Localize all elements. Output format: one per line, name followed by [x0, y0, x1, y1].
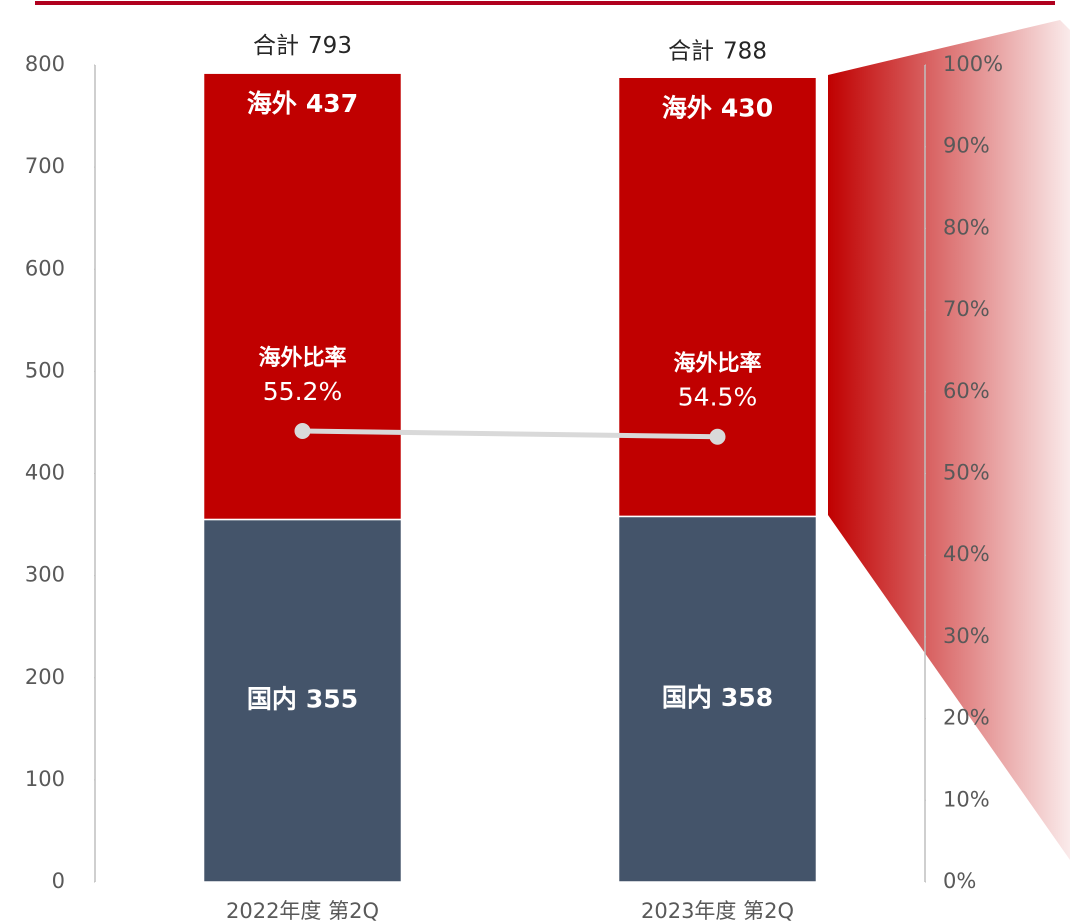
- value-label: 海外 437: [247, 89, 358, 118]
- y2-tick-label: 20%: [943, 706, 990, 730]
- label-name: 海外: [247, 89, 297, 118]
- y2-tick-label: 70%: [943, 297, 990, 321]
- y2-tick-label: 10%: [943, 787, 990, 811]
- y-tick-label: 500: [25, 358, 65, 382]
- ratio-point: [709, 428, 726, 445]
- x-tick-label: 2022年度 第2Q: [226, 899, 379, 923]
- y2-tick-label: 90%: [943, 134, 990, 158]
- y2-tick-label: 30%: [943, 624, 990, 648]
- y-tick-label: 400: [25, 461, 65, 485]
- value-label: 国内 355: [247, 685, 358, 714]
- ratio-name: 海外比率: [258, 345, 346, 371]
- value-label: 合計 793: [253, 33, 352, 59]
- label-name: 国内: [662, 683, 712, 712]
- value-label: 合計 788: [668, 38, 767, 64]
- bar-segment: [617, 76, 818, 518]
- y-tick-label: 800: [25, 52, 65, 76]
- bar-segment: [202, 72, 403, 521]
- bar-segment: [617, 515, 818, 883]
- ratio-name: 海外比率: [673, 351, 761, 377]
- value-label: 国内 358: [662, 683, 773, 712]
- y2-tick-label: 80%: [943, 215, 990, 239]
- label-name: 海外: [662, 93, 712, 122]
- label-value: 788: [723, 38, 767, 64]
- ratio-point: [294, 423, 311, 440]
- label-value: 430: [721, 93, 773, 122]
- label-value: 355: [306, 685, 358, 714]
- y-tick-label: 700: [25, 154, 65, 178]
- label-value: 437: [306, 89, 358, 118]
- y-tick-label: 600: [25, 256, 65, 280]
- ratio-label: 55.2%: [263, 377, 342, 406]
- y-tick-label: 0: [52, 869, 65, 893]
- label-name: 合計: [668, 38, 714, 64]
- label-name: 国内: [247, 685, 297, 714]
- y2-tick-label: 50%: [943, 461, 990, 485]
- label-value: 358: [721, 683, 773, 712]
- y2-tick-label: 60%: [943, 379, 990, 403]
- y-tick-label: 300: [25, 563, 65, 587]
- y2-tick-label: 40%: [943, 542, 990, 566]
- x-tick-label: 2023年度 第2Q: [641, 899, 794, 923]
- ratio-label: 54.5%: [678, 383, 757, 412]
- y-tick-label: 100: [25, 767, 65, 791]
- y2-tick-label: 0%: [943, 869, 976, 893]
- ratio-line: [302, 428, 718, 440]
- y2-tick-label: 100%: [943, 52, 1003, 76]
- label-value: 793: [308, 33, 352, 59]
- y-tick-label: 200: [25, 665, 65, 689]
- label-name: 合計: [253, 33, 299, 59]
- bar-segment: [202, 518, 403, 883]
- zoom-funnel: [828, 20, 1070, 860]
- value-label: 海外 430: [662, 93, 773, 122]
